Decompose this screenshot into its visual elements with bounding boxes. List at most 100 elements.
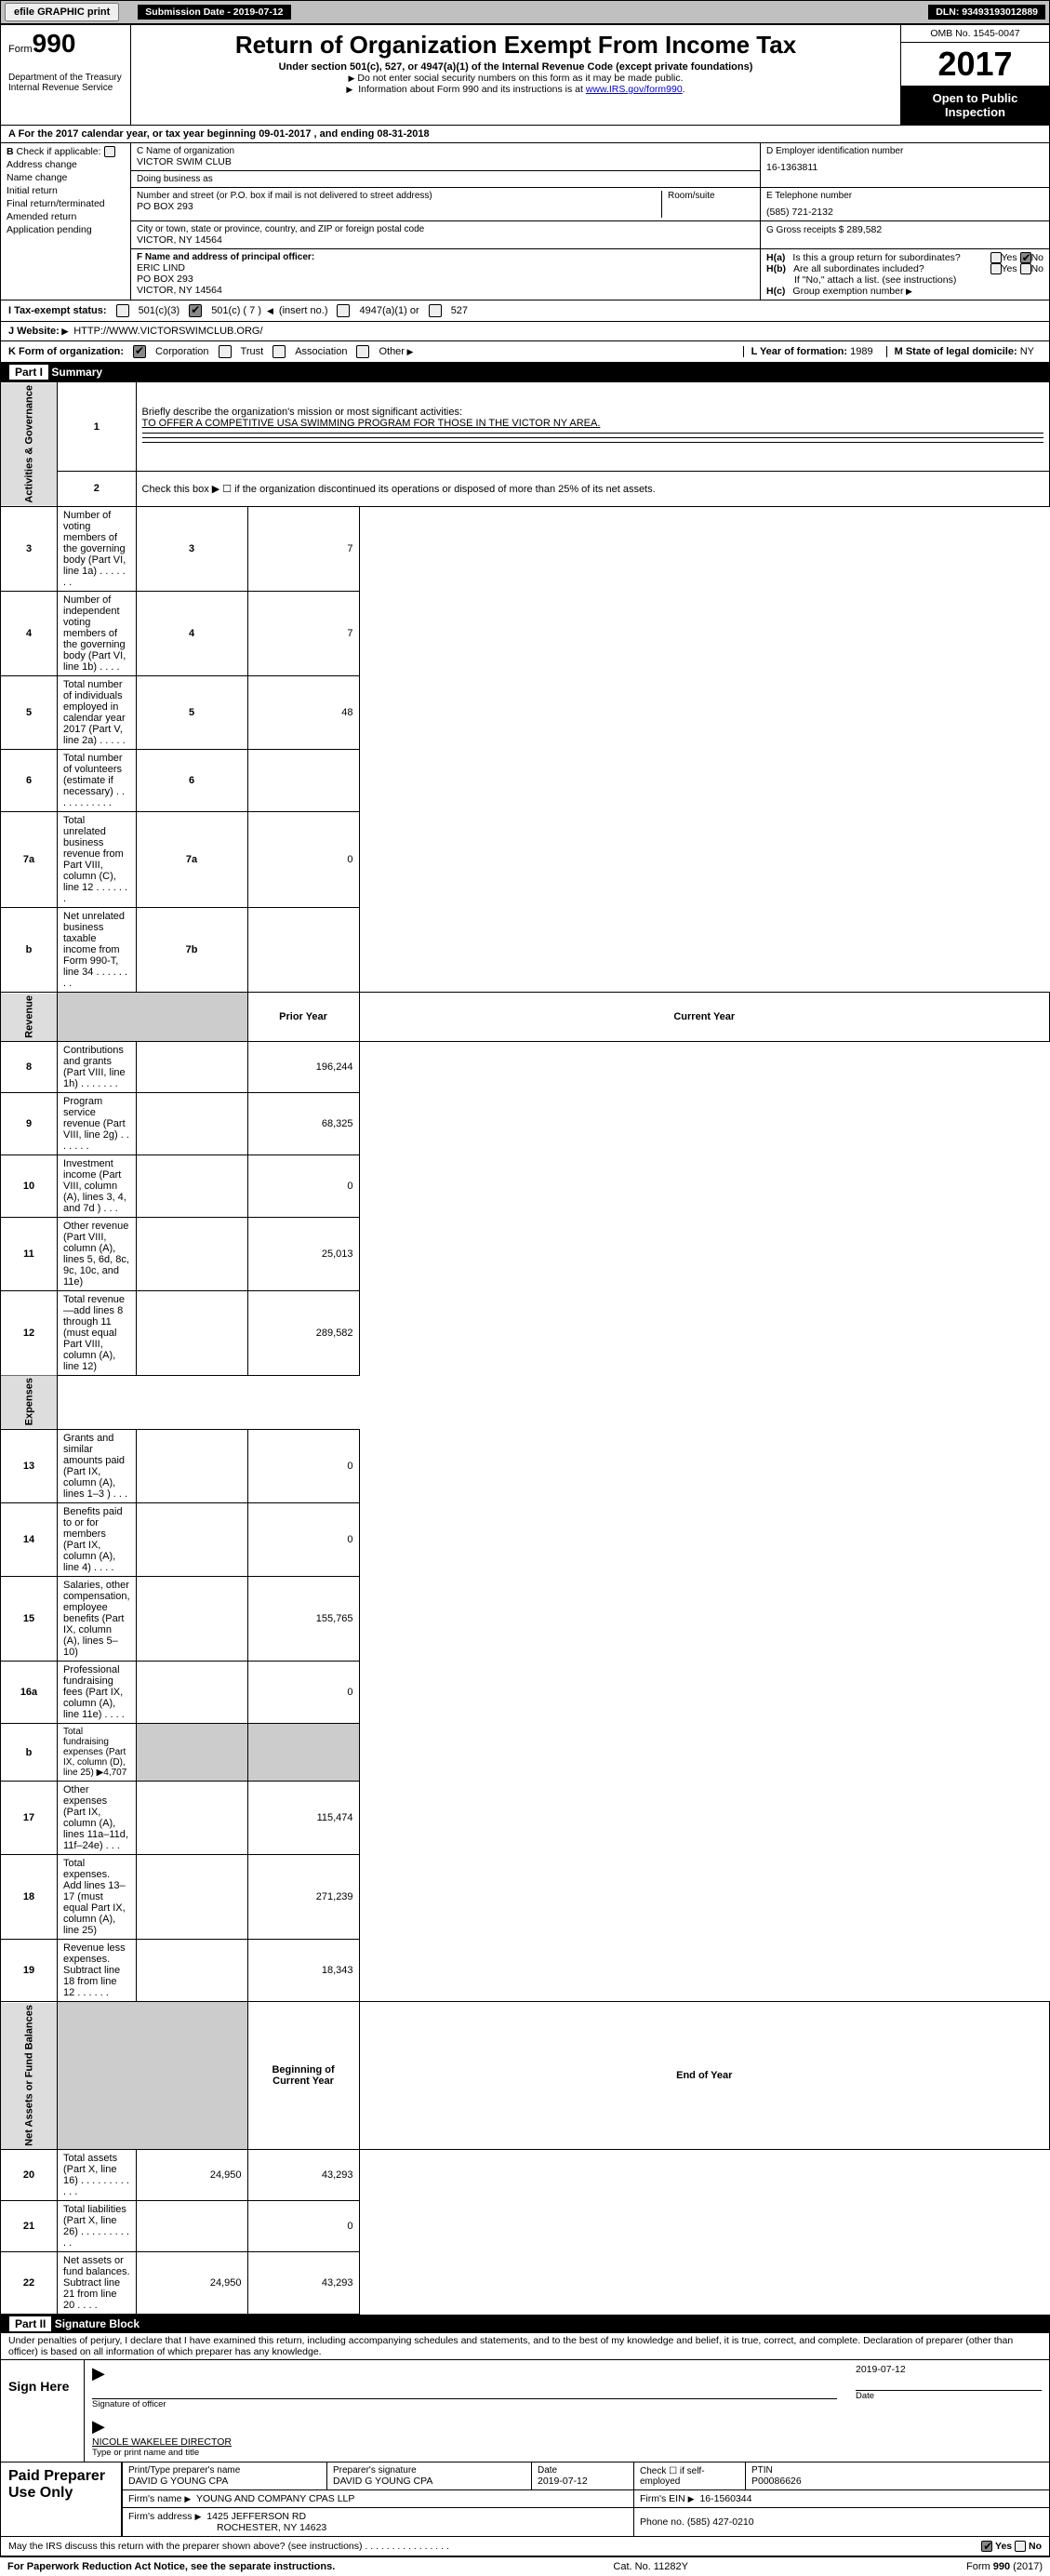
form-number: 990 (33, 29, 76, 58)
line-b: Total fundraising expenses (Part IX, col… (58, 1724, 137, 1782)
firm-phone-lbl: Phone no. (640, 2516, 684, 2528)
row-j: J Website: HTTP://WWW.VICTORSWIMCLUB.ORG… (0, 322, 1050, 341)
box-e: E Telephone number (585) 721-2132 (761, 188, 1049, 221)
firm-addr-lbl: Firm's address (128, 2511, 193, 2522)
ein-label: D Employer identification number (766, 146, 1043, 156)
officer-sig-name: NICOLE WAKELEE DIRECTOR (92, 2436, 837, 2448)
side-expenses: Expenses (1, 1375, 58, 1429)
summary-row: 10Investment income (Part VIII, column (… (1, 1155, 1050, 1217)
hb-note: If "No," attach a list. (see instruction… (766, 274, 1043, 286)
mission-text: TO OFFER A COMPETITIVE USA SWIMMING PROG… (142, 418, 601, 429)
boy-hdr: Beginning of Current Year (247, 2002, 359, 2150)
chk-corp[interactable] (133, 345, 146, 358)
chk-501c[interactable] (189, 304, 202, 317)
summary-row: 15Salaries, other compensation, employee… (1, 1577, 1050, 1662)
ha-yes-checkbox[interactable] (990, 252, 1002, 263)
officer-label: F Name and address of principal officer: (137, 252, 754, 262)
chk-amended: Amended return (7, 211, 125, 222)
summary-row: 12Total revenue—add lines 8 through 11 (… (1, 1290, 1050, 1375)
street-value: PO BOX 293 (137, 201, 661, 212)
efile-print-button[interactable]: efile GRAPHIC print (5, 3, 119, 21)
gross-label: G Gross receipts $ (766, 225, 844, 235)
chk-501c3[interactable] (116, 304, 129, 317)
irs-yes-checkbox[interactable] (981, 2541, 992, 2552)
prep-sig: DAVID G YOUNG CPA (333, 2476, 525, 2487)
row-i-label: I Tax-exempt status: (8, 305, 107, 316)
opt-501c: 501(c) ( 7 ) (211, 305, 261, 316)
box-b: B Check if applicable: Address change Na… (1, 143, 131, 300)
row-k: K Form of organization: Corporation Trus… (0, 341, 1050, 363)
summary-table: Activities & Governance 1 Briefly descri… (0, 381, 1050, 2315)
firm-addr2: ROCHESTER, NY 14623 (128, 2522, 326, 2533)
summary-row: 6Total number of volunteers (estimate if… (1, 750, 1050, 812)
summary-row: 11Other revenue (Part VIII, column (A), … (1, 1217, 1050, 1290)
opt-4947: 4947(a)(1) or (359, 305, 419, 316)
chk-name-change: Name change (7, 172, 125, 183)
org-name: VICTOR SWIM CLUB (137, 156, 754, 167)
header-right: OMB No. 1545-0047 2017 Open to Public In… (901, 25, 1050, 126)
officer-name: ERIC LIND (137, 262, 754, 274)
chk-pending: Application pending (7, 224, 125, 235)
opt-501c3: 501(c)(3) (139, 305, 180, 316)
city-value: VICTOR, NY 14564 (137, 234, 754, 246)
form-note-1: Do not enter social security numbers on … (139, 73, 893, 84)
officer-addr2: VICTOR, NY 14564 (137, 285, 754, 296)
summary-row: 7aTotal unrelated business revenue from … (1, 812, 1050, 908)
irs-no-checkbox[interactable] (1015, 2541, 1026, 2552)
submission-date: Submission Date - 2019-07-12 (138, 5, 290, 20)
prior-year-hdr: Prior Year (247, 993, 359, 1042)
year-form-label: L Year of formation: (751, 346, 848, 357)
no-label2: No (1031, 263, 1043, 274)
part1-title: Part I (9, 365, 48, 380)
hb-label: Are all subordinates included? (793, 263, 924, 274)
box-c-dba: Doing business as (131, 171, 761, 188)
prep-sig-lbl: Preparer's signature (333, 2465, 525, 2476)
street-label: Number and street (or P.O. box if mail i… (137, 191, 661, 201)
officer-addr1: PO BOX 293 (137, 274, 754, 285)
org-name-label: C Name of organization (137, 146, 754, 156)
summary-row: 19Revenue less expenses. Subtract line 1… (1, 1940, 1050, 2002)
dln: DLN: 93493193012889 (928, 5, 1045, 20)
ha-no-checkbox[interactable] (1020, 252, 1031, 263)
page-footer: For Paperwork Reduction Act Notice, see … (0, 2556, 1050, 2576)
chk-527[interactable] (429, 304, 442, 317)
firm-name: YOUNG AND COMPANY CPAS LLP (196, 2493, 354, 2504)
box-c-city: City or town, state or province, country… (131, 221, 761, 249)
opt-trust: Trust (241, 346, 264, 357)
name-title-label: Type or print name and title (92, 2448, 837, 2458)
irs-link[interactable]: www.IRS.gov/form990 (586, 84, 683, 95)
firm-ein: 16-1560344 (699, 2493, 751, 2504)
summary-row: 4Number of independent voting members of… (1, 592, 1050, 676)
yes-label2: Yes (1002, 263, 1017, 274)
eoy-hdr: End of Year (359, 2002, 1049, 2150)
form-note-2: Information about Form 990 and its instr… (139, 84, 893, 95)
checkbox-icon[interactable] (104, 146, 115, 157)
box-f: F Name and address of principal officer:… (131, 249, 761, 300)
line1-label: Briefly describe the organization's miss… (142, 407, 462, 418)
prep-date-lbl: Date (538, 2465, 628, 2476)
tax-year: 2017 (901, 43, 1049, 86)
section-a-tax-year: A For the 2017 calendar year, or tax yea… (0, 126, 1050, 143)
chk-assoc[interactable] (272, 345, 286, 358)
row-k-label: K Form of organization: (8, 346, 124, 357)
chk-trust[interactable] (219, 345, 232, 358)
row-i: I Tax-exempt status: 501(c)(3) 501(c) ( … (0, 300, 1050, 322)
summary-row: 14Benefits paid to or for members (Part … (1, 1503, 1050, 1577)
hb-yes-checkbox[interactable] (990, 263, 1002, 274)
summary-row: 22Net assets or fund balances. Subtract … (1, 2252, 1050, 2315)
chk-other[interactable] (356, 345, 369, 358)
hb-no-checkbox[interactable] (1020, 263, 1031, 274)
phone-label: E Telephone number (766, 191, 1043, 201)
current-year-hdr: Current Year (359, 993, 1049, 1042)
date-label: Date (856, 2390, 1042, 2401)
form-prefix: Form (8, 44, 33, 55)
prep-date: 2019-07-12 (538, 2476, 628, 2487)
chk-4947[interactable] (337, 304, 350, 317)
summary-row: 18Total expenses. Add lines 13–17 (must … (1, 1855, 1050, 1940)
ptin: P00086626 (751, 2476, 1043, 2487)
box-b-label: B (7, 146, 14, 157)
footer-right: Form 990 (2017) (966, 2561, 1043, 2572)
prep-name: DAVID G YOUNG CPA (128, 2476, 321, 2487)
summary-row: 16aProfessional fundraising fees (Part I… (1, 1662, 1050, 1724)
self-employed: Check ☐ if self-employed (634, 2463, 746, 2490)
